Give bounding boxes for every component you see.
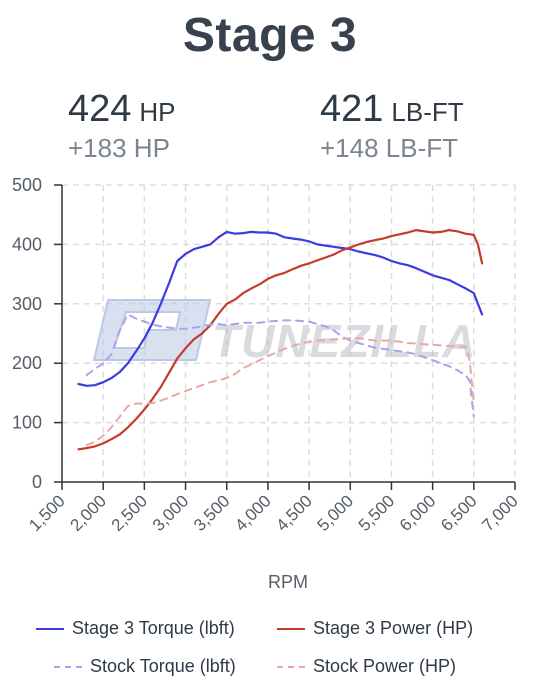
horsepower-value: 424 (68, 88, 132, 130)
legend-item-stage-power[interactable]: Stage 3 Power (HP) (277, 618, 473, 639)
x-tick-label: 2,500 (108, 491, 152, 535)
legend-label: Stock Power (HP) (313, 656, 457, 676)
y-tick-label: 100 (12, 413, 42, 433)
y-tick-label: 300 (12, 294, 42, 314)
legend-row-2: Stock Torque (lbft) Stock Power (HP) (0, 656, 540, 686)
y-tick-label: 200 (12, 353, 42, 373)
torque-value-row: 421 LB-FT (320, 88, 520, 131)
x-tick-label: 4,500 (272, 491, 316, 535)
x-tick-label: 5,000 (314, 491, 358, 535)
torque-unit: LB-FT (391, 97, 464, 127)
legend-row-1: Stage 3 Torque (lbft) Stage 3 Power (HP) (0, 618, 540, 648)
legend-item-stock-power[interactable]: Stock Power (HP) (277, 656, 456, 677)
x-tick-label: 3,500 (190, 491, 234, 535)
page-title: Stage 3 (182, 9, 358, 62)
legend-label: Stock Torque (lbft) (90, 656, 236, 676)
legend-item-stage-torque[interactable]: Stage 3 Torque (lbft) (36, 618, 235, 639)
x-tick-label: 6,000 (396, 491, 440, 535)
legend-label: Stage 3 Power (HP) (313, 618, 474, 638)
y-tick-label: 0 (32, 472, 42, 492)
x-tick-label: 4,000 (231, 491, 275, 535)
tunezilla-watermark: TUNEZILLA (92, 299, 477, 367)
x-axis-label: RPM (268, 572, 308, 592)
horsepower-stat: 424 HP +183 HP (68, 88, 268, 164)
x-tick-label: 7,000 (478, 491, 522, 535)
horsepower-unit: HP (139, 97, 176, 127)
stage-power-swatch (277, 627, 305, 630)
x-tick-label: 3,000 (149, 491, 193, 535)
chart-grid (62, 184, 516, 482)
stage-torque-line (77, 230, 484, 387)
y-tick-label: 400 (12, 234, 42, 254)
legend-item-stock-torque[interactable]: Stock Torque (lbft) (54, 656, 236, 677)
torque-stat: 421 LB-FT +148 LB-FT (320, 88, 520, 164)
stock-torque-line (85, 313, 475, 418)
legend-label: Stage 3 Torque (lbft) (72, 618, 235, 638)
stock-power-swatch (277, 665, 305, 668)
x-tick-label: 2,000 (66, 491, 110, 535)
y-tick-label: 500 (12, 175, 42, 195)
stage-power-line (77, 228, 484, 451)
x-tick-label: 6,500 (437, 491, 481, 535)
torque-value: 421 (320, 88, 384, 130)
x-tick-label: 1,500 (25, 491, 69, 535)
stage-torque-swatch (36, 627, 64, 630)
x-tick-label: 5,500 (355, 491, 399, 535)
stock-torque-swatch (54, 665, 82, 668)
chart-series (77, 228, 484, 451)
dyno-chart: TUNEZILLA 1,5002,0002,5003,0003,5004,000… (12, 175, 522, 592)
horsepower-delta: +183 HP (68, 133, 170, 163)
watermark-text: TUNEZILLA (212, 315, 477, 367)
torque-delta: +148 LB-FT (320, 133, 459, 163)
stock-power-line (85, 337, 475, 447)
watermark-emblem (92, 299, 212, 361)
horsepower-value-row: 424 HP (68, 88, 268, 131)
